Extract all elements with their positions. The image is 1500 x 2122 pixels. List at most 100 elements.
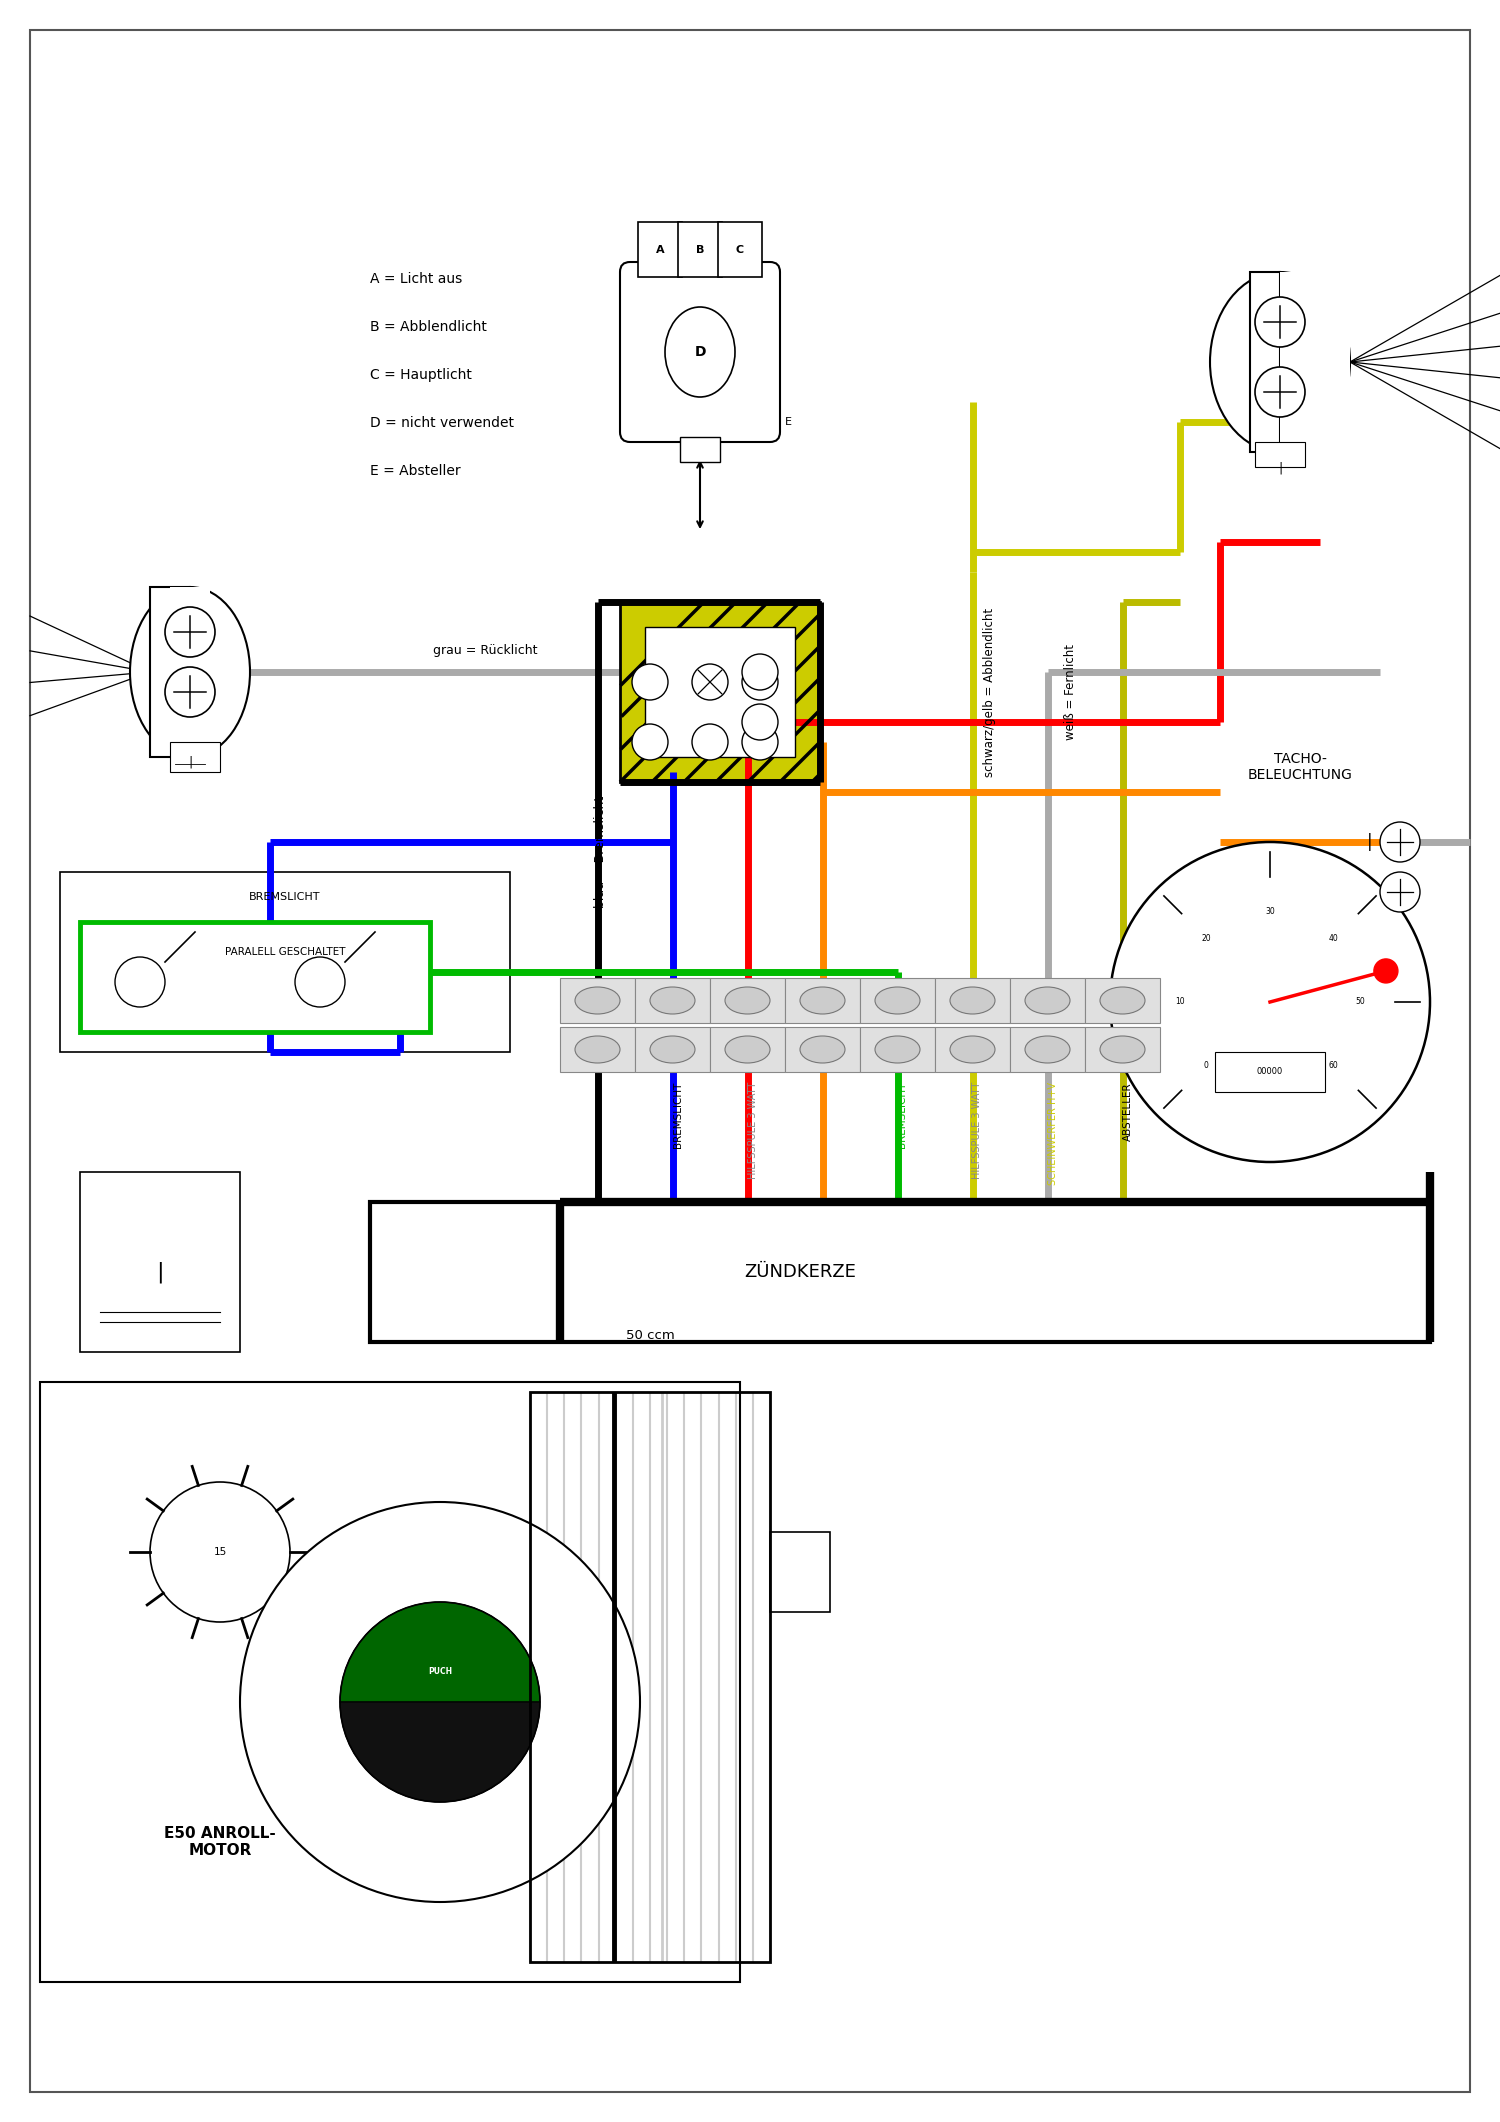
Bar xyxy=(1084,1027,1160,1072)
Ellipse shape xyxy=(874,1036,920,1063)
FancyBboxPatch shape xyxy=(620,261,780,441)
Bar xyxy=(1256,441,1305,467)
Text: C = Hauptlicht: C = Hauptlicht xyxy=(370,367,472,382)
Bar xyxy=(770,1532,830,1613)
Ellipse shape xyxy=(1100,1036,1144,1063)
Bar xyxy=(80,1171,240,1352)
Text: 10: 10 xyxy=(1174,997,1185,1006)
Bar xyxy=(620,603,821,783)
Bar xyxy=(718,223,762,278)
Bar xyxy=(530,1392,770,1963)
Circle shape xyxy=(296,957,345,1008)
Text: |: | xyxy=(1366,834,1372,851)
Ellipse shape xyxy=(1210,272,1350,452)
Text: 40: 40 xyxy=(1329,934,1338,942)
Text: HILFSSPULE 3 WATT: HILFSSPULE 3 WATT xyxy=(972,1082,982,1180)
Text: PARALELL GESCHALTET: PARALELL GESCHALTET xyxy=(225,946,345,957)
Circle shape xyxy=(1374,959,1398,982)
Bar xyxy=(1280,272,1350,452)
Ellipse shape xyxy=(1100,987,1144,1014)
Text: A: A xyxy=(656,244,664,255)
Bar xyxy=(150,588,190,758)
Text: 0: 0 xyxy=(1204,1061,1209,1069)
Ellipse shape xyxy=(574,987,620,1014)
Circle shape xyxy=(632,664,668,700)
Text: ABSTELLER: ABSTELLER xyxy=(1122,1082,1132,1142)
Bar xyxy=(859,1027,934,1072)
Ellipse shape xyxy=(650,987,694,1014)
Bar xyxy=(859,978,934,1023)
Circle shape xyxy=(742,724,778,760)
Text: |: | xyxy=(188,755,192,768)
Bar xyxy=(1250,272,1280,452)
Circle shape xyxy=(1380,821,1420,862)
Circle shape xyxy=(632,724,668,760)
Text: 30: 30 xyxy=(1264,908,1275,917)
Text: ZÜNDKERZE: ZÜNDKERZE xyxy=(744,1263,856,1282)
Circle shape xyxy=(165,666,214,717)
Circle shape xyxy=(1110,842,1430,1163)
Text: A = Licht aus: A = Licht aus xyxy=(370,272,462,286)
Bar xyxy=(784,978,859,1023)
Circle shape xyxy=(165,607,214,658)
Text: blau = Bremslicht: blau = Bremslicht xyxy=(594,796,606,908)
Circle shape xyxy=(1256,367,1305,418)
Ellipse shape xyxy=(574,1036,620,1063)
Bar xyxy=(40,1381,740,1982)
Text: E50 ANROLL-
MOTOR: E50 ANROLL- MOTOR xyxy=(164,1825,276,1859)
Bar xyxy=(678,223,722,278)
Ellipse shape xyxy=(874,987,920,1014)
Bar xyxy=(680,437,720,463)
Circle shape xyxy=(1256,297,1305,348)
Circle shape xyxy=(150,1481,290,1621)
Text: schwarz/gelb = Abblendlicht: schwarz/gelb = Abblendlicht xyxy=(984,607,996,777)
Wedge shape xyxy=(340,1702,540,1802)
Bar xyxy=(1010,978,1084,1023)
Circle shape xyxy=(692,664,728,700)
Circle shape xyxy=(742,654,778,690)
Bar xyxy=(170,588,210,758)
Text: 00000: 00000 xyxy=(1257,1067,1282,1076)
Ellipse shape xyxy=(664,308,735,397)
Text: BREMSLICHT: BREMSLICHT xyxy=(897,1082,908,1148)
Text: 50 ccm: 50 ccm xyxy=(626,1328,675,1341)
Bar xyxy=(370,1201,1430,1341)
Text: PUCH: PUCH xyxy=(427,1668,451,1676)
Text: 15: 15 xyxy=(213,1547,226,1558)
Bar xyxy=(784,1027,859,1072)
Text: B: B xyxy=(696,244,703,255)
Bar xyxy=(560,978,634,1023)
Text: C: C xyxy=(736,244,744,255)
Ellipse shape xyxy=(800,987,844,1014)
Text: BREMSLICHT: BREMSLICHT xyxy=(249,891,321,902)
Text: SCHEINWERFER H+V: SCHEINWERFER H+V xyxy=(1047,1082,1058,1184)
Text: weiß = Fernlicht: weiß = Fernlicht xyxy=(1064,643,1077,741)
Circle shape xyxy=(692,724,728,760)
Text: D: D xyxy=(694,346,705,359)
Circle shape xyxy=(1380,872,1420,912)
Text: B = Abblendlicht: B = Abblendlicht xyxy=(370,320,488,333)
Bar xyxy=(710,978,785,1023)
Text: 60: 60 xyxy=(1329,1061,1338,1069)
Bar xyxy=(60,872,510,1053)
Text: 20: 20 xyxy=(1202,934,1210,942)
Ellipse shape xyxy=(724,987,770,1014)
Bar xyxy=(560,1027,634,1072)
Text: TACHO-
BELEUCHTUNG: TACHO- BELEUCHTUNG xyxy=(1248,751,1353,783)
Bar xyxy=(634,978,710,1023)
Bar xyxy=(634,1027,710,1072)
Circle shape xyxy=(742,664,778,700)
Circle shape xyxy=(240,1502,640,1901)
Text: |: | xyxy=(1278,463,1282,475)
Bar xyxy=(638,223,682,278)
Ellipse shape xyxy=(650,1036,694,1063)
Text: |: | xyxy=(156,1260,164,1284)
Bar xyxy=(1010,1027,1084,1072)
Bar xyxy=(710,1027,785,1072)
Bar xyxy=(1215,1053,1324,1093)
Bar xyxy=(170,743,220,772)
Bar xyxy=(934,978,1010,1023)
Bar xyxy=(1084,978,1160,1023)
Circle shape xyxy=(742,705,778,741)
Ellipse shape xyxy=(800,1036,844,1063)
